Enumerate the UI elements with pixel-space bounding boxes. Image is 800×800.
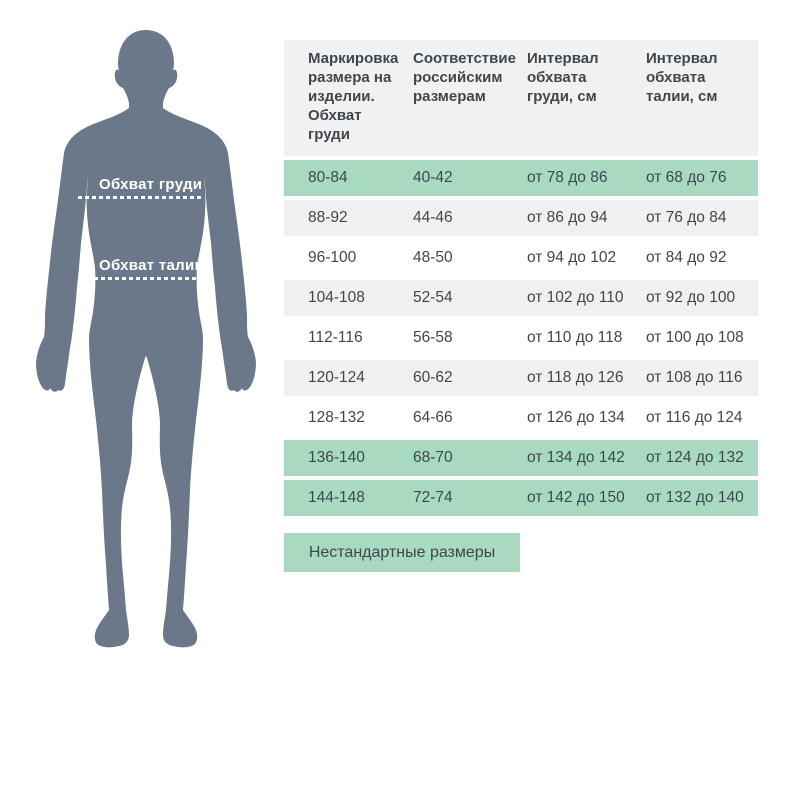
cell-waist-interval: от 68 до 76: [646, 169, 727, 186]
cell-waist-interval: от 124 до 132: [646, 449, 744, 466]
cell-waist-interval: от 84 до 92: [646, 249, 727, 266]
cell-waist-interval: от 76 до 84: [646, 209, 727, 226]
cell-waist-interval: от 100 до 108: [646, 329, 744, 346]
male-silhouette-shape: [36, 30, 256, 648]
cell-russian-size: 56-58: [413, 329, 453, 346]
male-silhouette-image: [36, 30, 256, 648]
chest-measure-label: Обхват груди: [99, 176, 203, 193]
cell-chest-interval: от 142 до 150: [527, 489, 625, 506]
waist-dashed-line: [94, 277, 201, 280]
cell-chest-interval: от 134 до 142: [527, 449, 625, 466]
body-figure: Обхват груди Обхват талии: [0, 0, 292, 700]
cell-size-marking: 96-100: [308, 249, 357, 266]
cell-russian-size: 72-74: [413, 489, 453, 506]
cell-waist-interval: от 132 до 140: [646, 489, 744, 506]
cell-waist-interval: от 108 до 116: [646, 369, 743, 386]
cell-chest-interval: от 86 до 94: [527, 209, 608, 226]
table-row: 112-116 56-58 от 110 до 118 от 100 до 10…: [284, 320, 758, 356]
cell-russian-size: 68-70: [413, 449, 453, 466]
header-size-marking: Маркировка размера на изделии. Обхват гр…: [308, 50, 399, 143]
cell-chest-interval: от 94 до 102: [527, 249, 617, 266]
cell-waist-interval: от 116 до 124: [646, 409, 743, 426]
size-table: Маркировка размера на изделии. Обхват гр…: [284, 40, 758, 520]
cell-size-marking: 112-116: [308, 329, 363, 346]
cell-russian-size: 40-42: [413, 169, 453, 186]
cell-size-marking: 80-84: [308, 169, 348, 186]
table-row: 120-124 60-62 от 118 до 126 от 108 до 11…: [284, 360, 758, 396]
table-row: 88-92 44-46 от 86 до 94 от 76 до 84: [284, 200, 758, 236]
cell-russian-size: 64-66: [413, 409, 453, 426]
size-table-header-row: Маркировка размера на изделии. Обхват гр…: [284, 40, 758, 156]
header-waist-interval: Интервал обхвата талии, см: [646, 50, 718, 105]
cell-size-marking: 104-108: [308, 289, 365, 306]
size-table-rows: 80-84 40-42 от 78 до 86 от 68 до 76 88-9…: [284, 160, 758, 516]
chest-dashed-line: [78, 196, 204, 199]
cell-chest-interval: от 118 до 126: [527, 369, 624, 386]
cell-chest-interval: от 110 до 118: [527, 329, 623, 346]
cell-chest-interval: от 78 до 86: [527, 169, 608, 186]
cell-size-marking: 144-148: [308, 489, 365, 506]
cell-waist-interval: от 92 до 100: [646, 289, 736, 306]
cell-chest-interval: от 102 до 110: [527, 289, 624, 306]
cell-size-marking: 136-140: [308, 449, 365, 466]
header-russian-size: Соответствие российским размерам: [413, 50, 516, 105]
cell-russian-size: 44-46: [413, 209, 453, 226]
table-row: 104-108 52-54 от 102 до 110 от 92 до 100: [284, 280, 758, 316]
cell-russian-size: 48-50: [413, 249, 453, 266]
cell-russian-size: 52-54: [413, 289, 453, 306]
cell-size-marking: 120-124: [308, 369, 365, 386]
cell-chest-interval: от 126 до 134: [527, 409, 625, 426]
cell-russian-size: 60-62: [413, 369, 453, 386]
table-row: 96-100 48-50 от 94 до 102 от 84 до 92: [284, 240, 758, 276]
nonstandard-sizes-button[interactable]: Нестандартные размеры: [284, 533, 520, 572]
table-row: 128-132 64-66 от 126 до 134 от 116 до 12…: [284, 400, 758, 436]
table-row: 136-140 68-70 от 134 до 142 от 124 до 13…: [284, 440, 758, 476]
cell-size-marking: 128-132: [308, 409, 365, 426]
header-chest-interval: Интервал обхвата груди, см: [527, 50, 599, 105]
cell-size-marking: 88-92: [308, 209, 348, 226]
table-row: 144-148 72-74 от 142 до 150 от 132 до 14…: [284, 480, 758, 516]
table-row: 80-84 40-42 от 78 до 86 от 68 до 76: [284, 160, 758, 196]
waist-measure-label: Обхват талии: [99, 257, 205, 274]
